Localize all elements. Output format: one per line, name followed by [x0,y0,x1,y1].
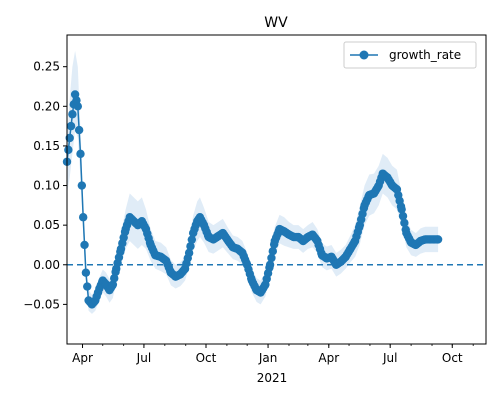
data-point [77,181,87,190]
y-tick-label: −0.05 [23,297,60,311]
x-tick-label: Oct [196,351,217,365]
axes-frame [66,34,487,345]
data-point [186,242,195,251]
data-point [83,282,92,291]
data-point [265,260,275,269]
plot-area [62,50,486,314]
y-tick-label: 0.00 [33,258,60,272]
x-tick-label: Jul [136,351,151,365]
y-tick-label: 0.15 [33,139,60,153]
legend-box [343,41,477,69]
data-point [397,205,406,214]
data-point [81,268,91,277]
y-tick-label: 0.20 [33,99,60,113]
y-tick-label: 0.10 [33,179,60,193]
x-tick-label: Oct [442,351,463,365]
data-point [398,211,408,221]
data-point [400,218,409,228]
legend-label-growth-rate: growth_rate [389,48,461,62]
confidence-band [67,50,439,314]
data-point [76,149,85,159]
y-tick-label: 0.25 [33,60,60,74]
legend-marker-growth-rate [359,50,369,60]
data-point [433,235,443,244]
data-point [108,280,118,289]
axes: −0.05 0.00 0.05 0.10 0.15 0.20 0.25 Apr Jul Oct Ja… [23,34,487,365]
data-point [110,274,119,283]
y-tick-label: 0.05 [33,218,60,232]
data-point [187,235,197,244]
x-year-label: 2021 [257,371,288,385]
data-point [73,102,83,111]
data-point [268,246,277,256]
data-point [65,133,74,143]
x-tick-label: Apr [72,351,93,365]
chart-title: WV [264,15,288,31]
data-point [80,240,89,250]
data-point [267,253,276,263]
data-point [66,121,76,131]
x-tick-label: Jan [258,351,278,365]
data-point [64,145,73,155]
x-tick-label: Apr [318,351,339,365]
data-point [68,110,77,119]
x-tick-label: Jul [382,351,397,365]
data-point [74,125,84,135]
data-point [184,248,194,258]
data-point [78,213,88,222]
legend: growth_rate [343,41,477,69]
